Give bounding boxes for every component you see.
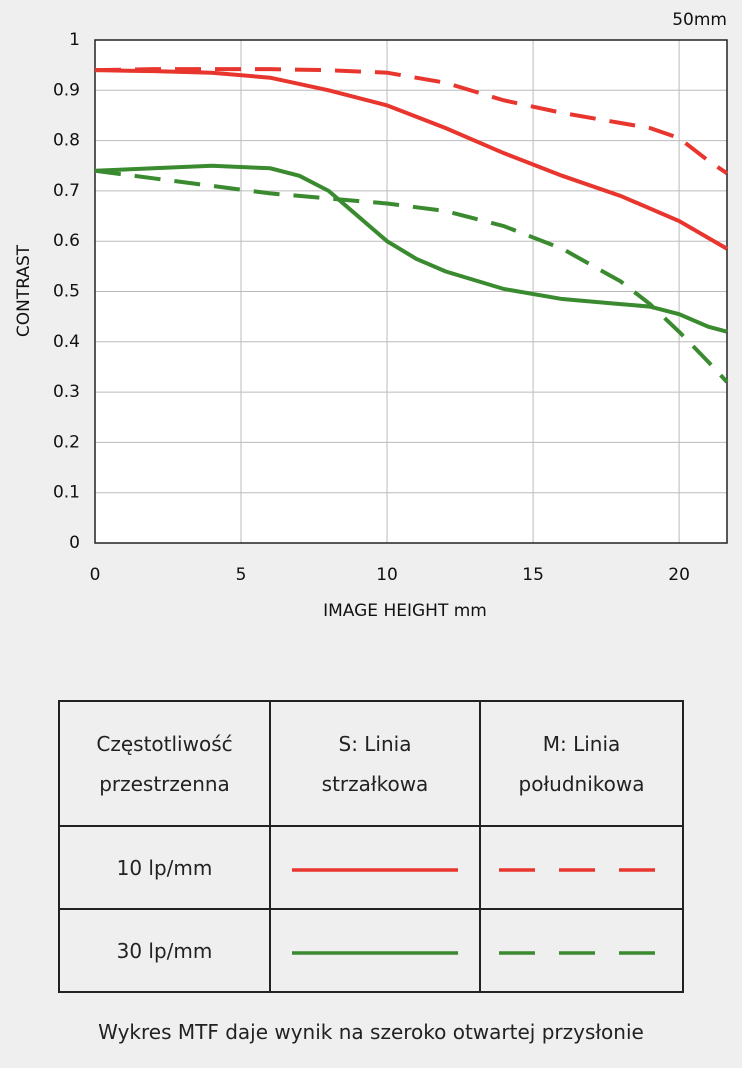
legend-sample (479, 908, 684, 993)
y-tick-label: 0.9 (53, 80, 80, 100)
series-line (94, 163, 728, 334)
sample (498, 950, 665, 955)
x-tick-label: 5 (236, 565, 247, 585)
row-label: 30 lp/mm (58, 908, 271, 993)
y-tick-label: 0.6 (53, 231, 80, 251)
caption: Wykres MTF daje wynik na szeroko otwarte… (98, 1020, 644, 1044)
corner-label: 50mm (672, 10, 727, 30)
sample (292, 950, 458, 955)
legend-sample (269, 825, 481, 910)
x-axis-label: IMAGE HEIGHT mm (323, 601, 487, 621)
y-tick-label: 0.5 (53, 282, 80, 302)
legend-sample (479, 825, 684, 910)
y-tick-label: 1 (69, 30, 80, 50)
chart: 50mm IMAGE HEIGHT mm CONTRAST 0 0.1 0.2 0.3… (14, 10, 729, 621)
header-cell: S: Linia strzałkowa (269, 700, 481, 827)
y-tick-label: 0.3 (53, 382, 80, 402)
header-cell: Częstotliwość przestrzenna (58, 700, 271, 827)
header-cell: M: Linia południkowa (479, 700, 684, 827)
x-tick-label: 0 (90, 565, 101, 585)
y-tick-label: 0 (69, 533, 80, 553)
row-label: 10 lp/mm (58, 825, 271, 910)
plot-border (94, 39, 728, 544)
y-tick-label: 0.1 (53, 483, 80, 503)
sample (292, 867, 458, 872)
x-tick-label: 20 (668, 565, 690, 585)
series-line (94, 68, 729, 251)
y-axis-label: CONTRAST (14, 244, 34, 337)
y-tick-label: 0.4 (53, 332, 80, 352)
y-tick-label: 0.8 (53, 131, 80, 151)
x-tick-label: 10 (376, 565, 398, 585)
series-line (94, 67, 729, 175)
x-tick-label: 15 (522, 565, 544, 585)
y-tick-label: 0.7 (53, 181, 80, 201)
legend-sample (269, 908, 481, 993)
legend-table: Częstotliwość przestrzenna S: Linia strz… (58, 700, 684, 993)
series-line (94, 168, 729, 384)
y-tick-label: 0.2 (53, 432, 80, 452)
sample (498, 867, 665, 872)
